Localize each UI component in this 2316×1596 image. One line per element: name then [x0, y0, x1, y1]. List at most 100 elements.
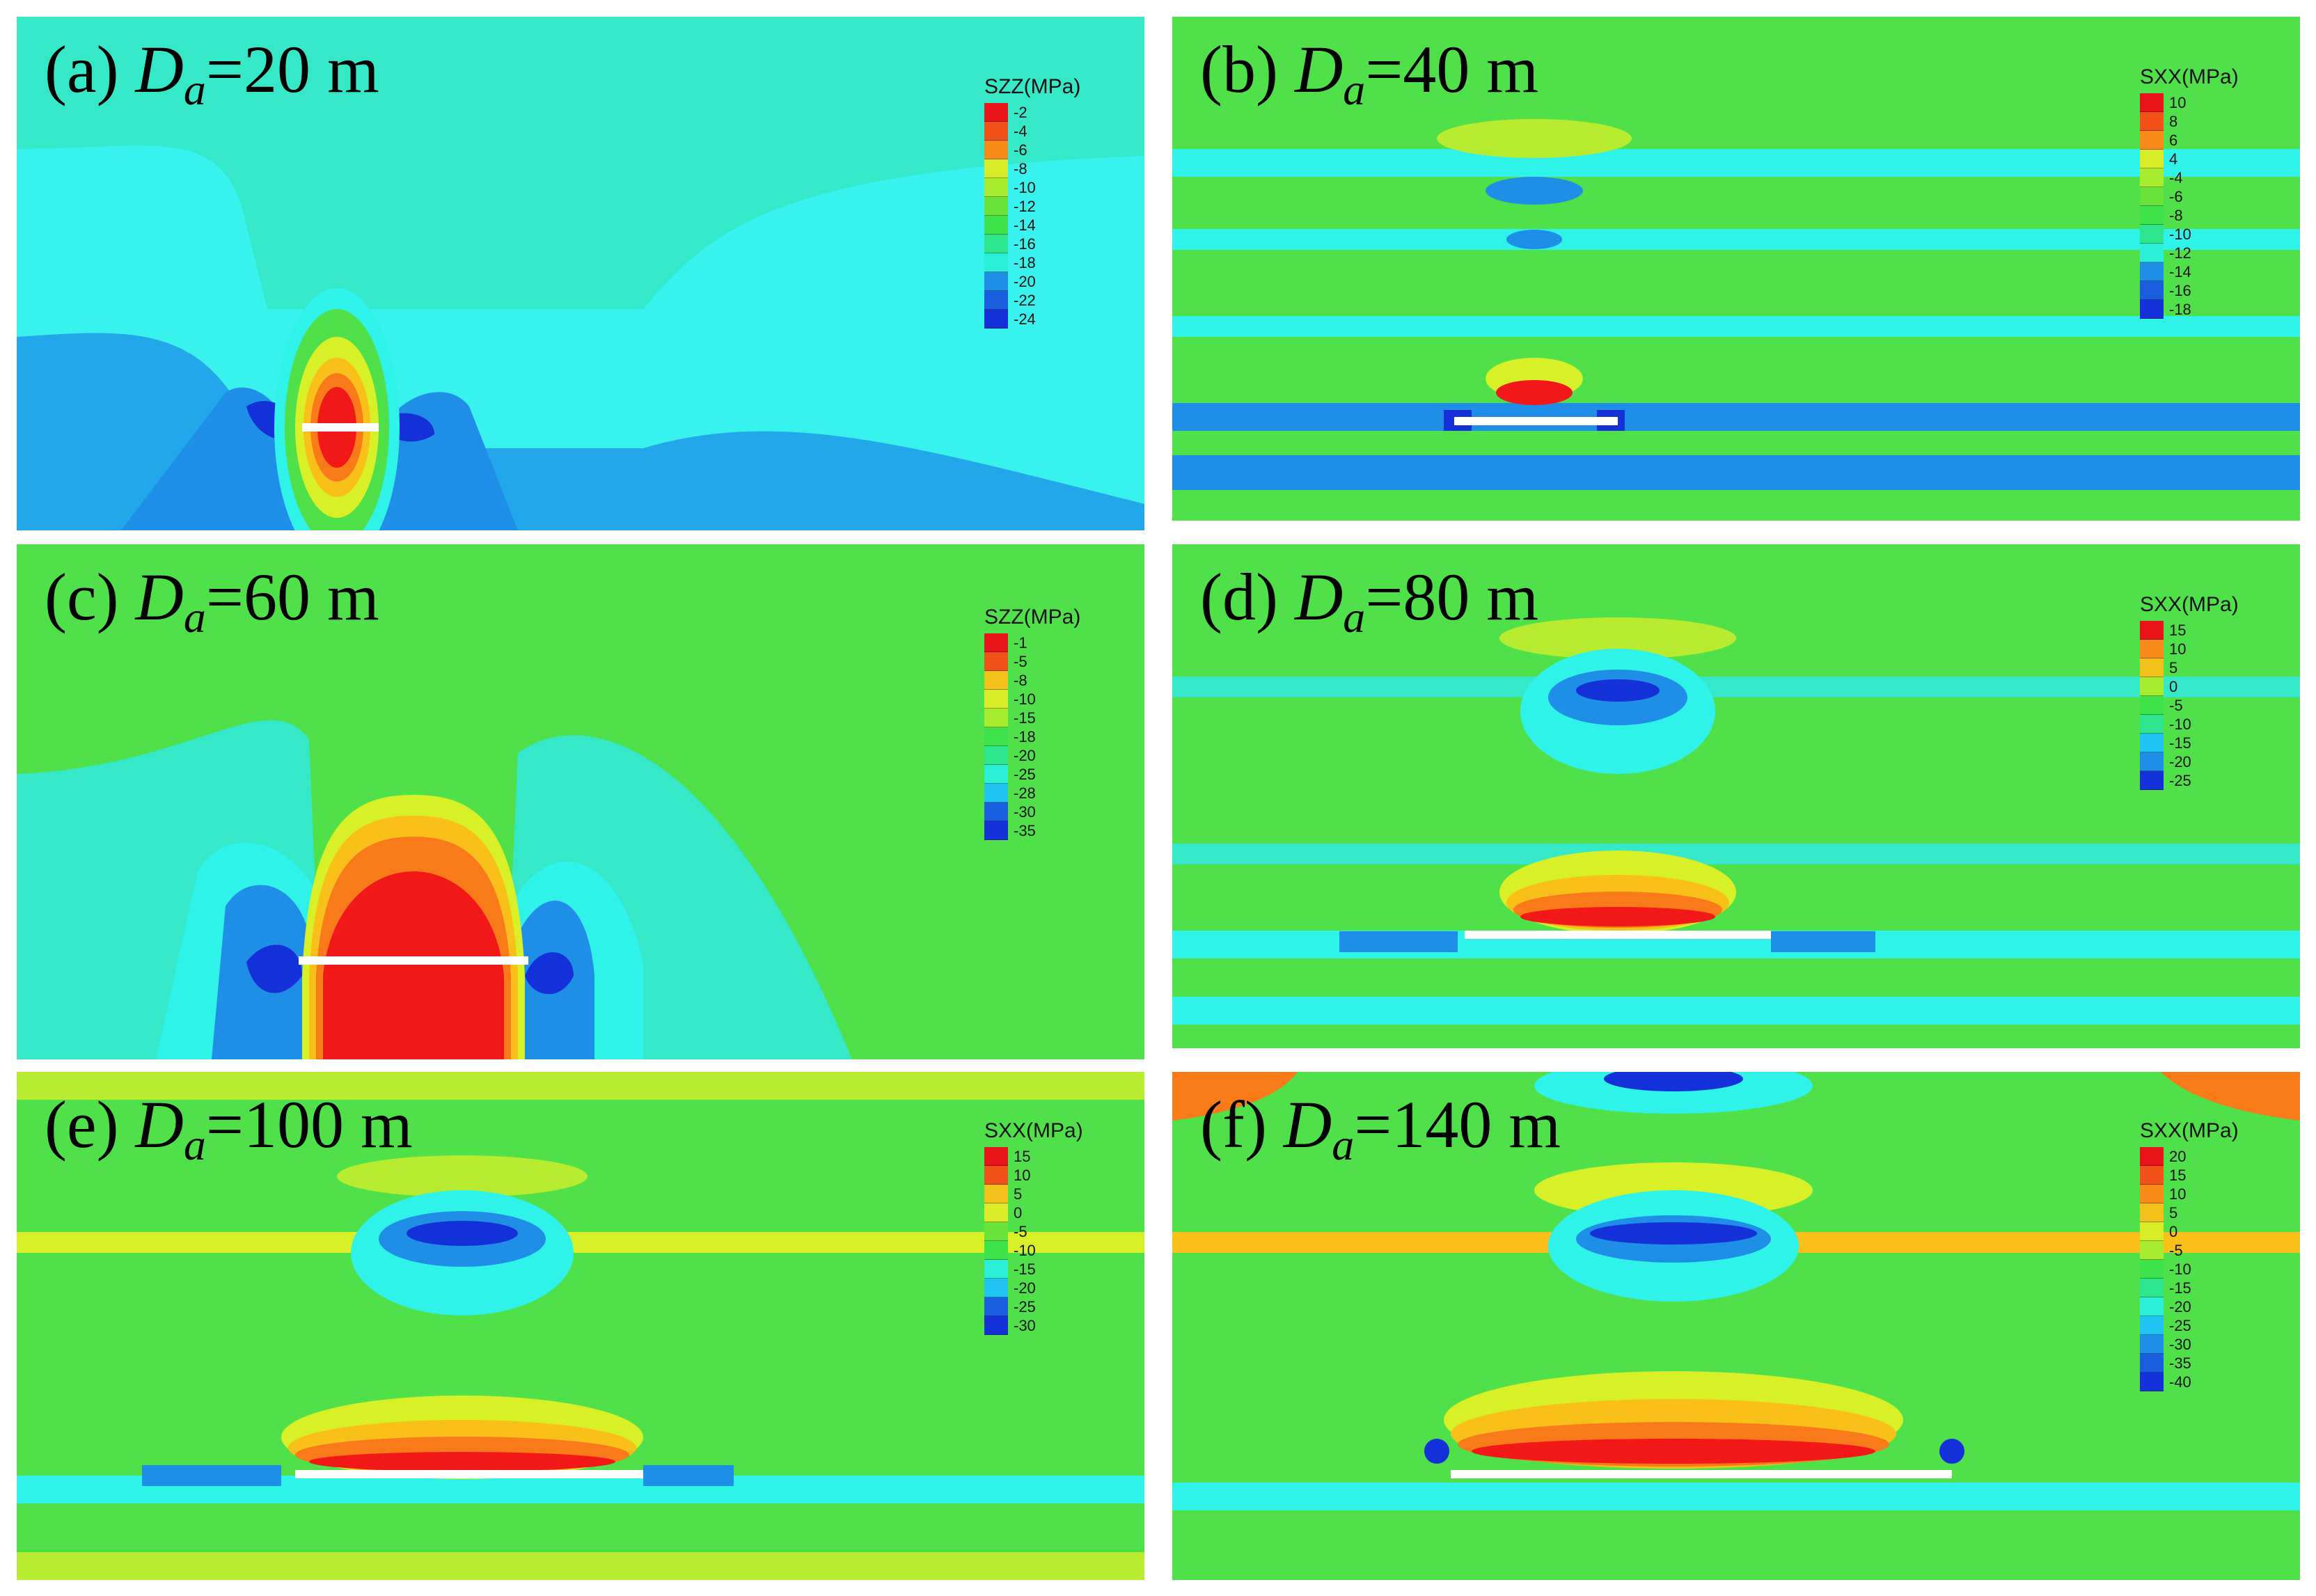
- legend-value: -14: [1014, 216, 1036, 234]
- legend-swatch: [2140, 1316, 2164, 1335]
- legend-swatch: [984, 197, 1008, 216]
- legend-row: -20: [2140, 1297, 2272, 1316]
- legend-swatch: [984, 1185, 1008, 1203]
- legend-title: SXX(MPa): [984, 1119, 1083, 1142]
- legend-swatch: [2140, 1260, 2164, 1279]
- legend-swatch: [984, 141, 1008, 159]
- legend-row: 5: [984, 1185, 1117, 1203]
- contour-plot-c: [17, 544, 1144, 1059]
- legend-value: 8: [2169, 113, 2178, 130]
- legend-row: -4: [984, 122, 1117, 141]
- legend-swatch: [984, 253, 1008, 272]
- contour-plot-f: [1172, 1072, 2300, 1580]
- legend-row: 0: [2140, 1222, 2272, 1241]
- legend-swatch: [984, 709, 1008, 727]
- legend-swatch: [984, 178, 1008, 197]
- panel-label-f: (f) Da=140 m: [1200, 1087, 1561, 1169]
- legend-b: SXX(MPa) 10 8 6 4 -4 -6 -8 -10 -12 -14 -16 -18: [2140, 65, 2272, 319]
- legend-value: -12: [1014, 198, 1036, 215]
- legend-value: -22: [1014, 292, 1036, 309]
- legend-value: 10: [2169, 640, 2187, 658]
- legend-swatch: [2140, 621, 2164, 640]
- legend-swatch: [984, 1297, 1008, 1316]
- legend-swatch: [2140, 206, 2164, 225]
- legend-swatch: [984, 765, 1008, 784]
- legend-swatch: [2140, 1222, 2164, 1241]
- legend-swatch: [984, 727, 1008, 746]
- legend-row: -30: [2140, 1335, 2272, 1354]
- legend-row: -25: [2140, 1316, 2272, 1335]
- legend-swatch: [984, 1166, 1008, 1185]
- legend-f: SXX(MPa) 20 15 10 5 0 -5 -10 -15 -20 -25 -30 -35 -40: [2140, 1119, 2272, 1391]
- legend-row: -30: [984, 1316, 1117, 1335]
- legend-a: SZZ(MPa) -2 -4 -6 -8 -10 -12 -14 -16 -18 -20 -22 -2…: [984, 75, 1117, 329]
- legend-value: 20: [2169, 1148, 2187, 1165]
- legend-value: -35: [1014, 822, 1036, 839]
- legend-swatch: [2140, 1147, 2164, 1166]
- legend-value: -16: [2169, 282, 2191, 299]
- legend-row: -8: [2140, 206, 2272, 225]
- legend-value: -18: [1014, 254, 1036, 271]
- legend-row: -12: [984, 197, 1117, 216]
- panel-label-b: (b) Da=40 m: [1200, 32, 1539, 114]
- legend-swatch: [2140, 131, 2164, 150]
- legend-value: 10: [2169, 94, 2187, 111]
- legend-value: 15: [2169, 1167, 2187, 1184]
- legend-swatch: [2140, 225, 2164, 244]
- legend-value: -2: [1014, 104, 1027, 121]
- legend-swatch: [2140, 752, 2164, 771]
- legend-value: 5: [1014, 1185, 1023, 1203]
- legend-value: 10: [1014, 1167, 1031, 1184]
- legend-row: -40: [2140, 1373, 2272, 1391]
- legend-row: -10: [2140, 715, 2272, 734]
- legend-value: 0: [2169, 1223, 2178, 1240]
- legend-row: 0: [2140, 677, 2272, 696]
- legend-row: -5: [2140, 1241, 2272, 1260]
- legend-row: -14: [2140, 262, 2272, 281]
- legend-value: -30: [2169, 1336, 2191, 1353]
- legend-swatch: [984, 272, 1008, 291]
- legend-value: -8: [1014, 672, 1027, 689]
- legend-title: SXX(MPa): [2140, 593, 2239, 616]
- legend-value: -20: [1014, 1279, 1036, 1297]
- legend-row: -18: [984, 253, 1117, 272]
- panel-b: (b) Da=40 m SXX(MPa) 10 8 6 4 -4 -6 -8 -10 -12 -1…: [1172, 17, 2300, 521]
- legend-row: -35: [984, 821, 1117, 840]
- panel-f: (f) Da=140 m SXX(MPa) 20 15 10 5 0 -5 -10 -15 -2…: [1172, 1072, 2300, 1580]
- legend-c: SZZ(MPa) -1 -5 -8 -10 -15 -18 -20 -25 -28 -30 -35: [984, 606, 1117, 840]
- legend-row: -30: [984, 803, 1117, 821]
- legend-swatch: [2140, 168, 2164, 187]
- legend-d: SXX(MPa) 15 10 5 0 -5 -10 -15 -20 -25: [2140, 593, 2272, 790]
- legend-row: -20: [984, 1279, 1117, 1297]
- legend-swatch: [984, 633, 1008, 652]
- legend-swatch: [984, 159, 1008, 178]
- legend-swatch: [2140, 1354, 2164, 1373]
- legend-row: -20: [984, 272, 1117, 291]
- legend-row: 4: [2140, 150, 2272, 168]
- legend-value: -15: [2169, 734, 2191, 752]
- legend-swatch: [2140, 112, 2164, 131]
- legend-row: -14: [984, 216, 1117, 235]
- legend-swatch: [2140, 1279, 2164, 1297]
- legend-swatch: [2140, 715, 2164, 734]
- legend-value: -10: [1014, 690, 1036, 708]
- legend-e: SXX(MPa) 15 10 5 0 -5 -10 -15 -20 -25 -30: [984, 1119, 1117, 1335]
- legend-swatch: [2140, 1335, 2164, 1354]
- legend-swatch: [2140, 150, 2164, 168]
- legend-row: -5: [2140, 696, 2272, 715]
- legend-row: -10: [984, 690, 1117, 709]
- legend-swatch: [2140, 734, 2164, 752]
- legend-row: -15: [984, 1260, 1117, 1279]
- legend-row: -16: [984, 235, 1117, 253]
- legend-swatch: [2140, 244, 2164, 262]
- legend-swatch: [984, 746, 1008, 765]
- legend-value: -25: [1014, 766, 1036, 783]
- legend-row: -18: [984, 727, 1117, 746]
- legend-swatch: [984, 690, 1008, 709]
- legend-value: -10: [1014, 179, 1036, 196]
- legend-swatch: [984, 1203, 1008, 1222]
- legend-row: -24: [984, 310, 1117, 329]
- legend-row: -15: [2140, 734, 2272, 752]
- legend-value: -30: [1014, 1317, 1036, 1334]
- legend-swatch: [984, 1147, 1008, 1166]
